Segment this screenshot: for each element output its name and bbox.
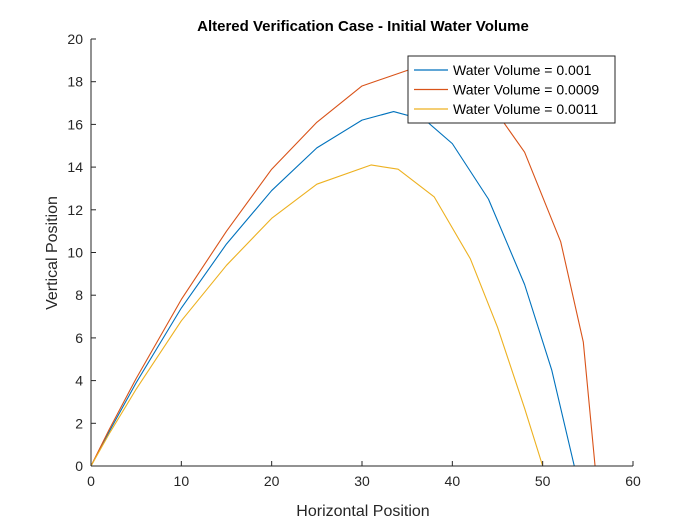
x-tick-label: 0 [87, 473, 95, 489]
y-axis-label: Vertical Position [44, 196, 61, 310]
y-tick-label: 16 [67, 116, 83, 132]
legend-label-1: Water Volume = 0.001 [453, 62, 592, 78]
y-tick-label: 0 [75, 458, 83, 474]
x-tick-label: 50 [535, 473, 551, 489]
y-tick-label: 6 [75, 330, 83, 346]
series-line-3 [91, 164, 544, 466]
y-tick-label: 14 [67, 159, 83, 175]
chart-title: Altered Verification Case - Initial Wate… [197, 18, 529, 35]
y-tick-label: 10 [67, 245, 83, 261]
series-line-1 [91, 111, 575, 466]
legend-label-3: Water Volume = 0.0011 [453, 101, 598, 117]
x-tick-label: 40 [445, 473, 461, 489]
legend: Water Volume = 0.001 Water Volume = 0.000… [407, 55, 616, 124]
y-tick-label: 12 [67, 202, 83, 218]
plot-area: 0 10 20 30 40 50 60 0 2 4 6 8 10 12 14 16 18 20 Water Volu… [67, 31, 641, 489]
x-tick-label: 30 [354, 473, 370, 489]
x-tick-label: 60 [625, 473, 641, 489]
legend-label-2: Water Volume = 0.0009 [453, 82, 599, 98]
x-axis-label: Horizontal Position [296, 503, 429, 520]
y-tick-label: 18 [67, 74, 83, 90]
y-tick-label: 2 [75, 415, 83, 431]
y-tick-label: 20 [67, 31, 83, 47]
series-line-2 [91, 68, 596, 466]
x-tick-label: 10 [174, 473, 190, 489]
x-tick-label: 20 [264, 473, 280, 489]
series-group [91, 68, 596, 466]
y-tick-label: 8 [75, 287, 83, 303]
y-tick-label: 4 [75, 373, 83, 389]
